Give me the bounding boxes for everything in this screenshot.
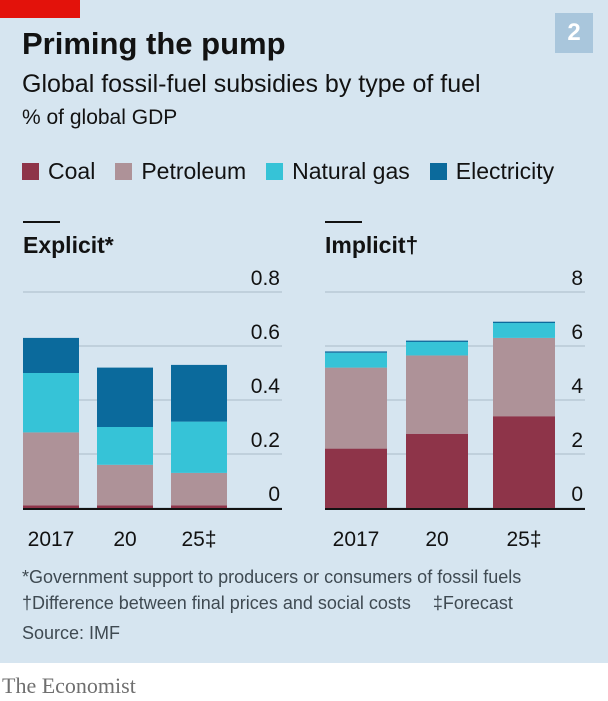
y-tick-label: 0 bbox=[268, 483, 280, 506]
bar-petroleum bbox=[493, 337, 555, 417]
bar-petroleum bbox=[23, 432, 79, 506]
panel-title-rule bbox=[325, 221, 362, 223]
y-tick-label: 0.8 bbox=[251, 267, 280, 290]
chart-title: Priming the pump bbox=[22, 26, 286, 61]
legend-label: Electricity bbox=[455, 158, 555, 184]
x-tick-label: 25‡ bbox=[181, 528, 216, 551]
legend-label: Coal bbox=[48, 158, 96, 184]
panel-title-rule bbox=[23, 221, 60, 223]
bar-petroleum bbox=[171, 472, 227, 506]
x-tick-label: 20 bbox=[113, 528, 136, 551]
x-tick-label: 25‡ bbox=[506, 528, 541, 551]
brand-red-tab bbox=[0, 0, 80, 18]
bar-natural-gas bbox=[406, 341, 468, 356]
y-tick-label: 4 bbox=[571, 375, 583, 398]
bar-electricity bbox=[493, 321, 555, 324]
bar-coal bbox=[406, 433, 468, 508]
bar-electricity bbox=[97, 367, 153, 427]
legend-swatch bbox=[266, 163, 284, 180]
y-tick-label: 0.2 bbox=[251, 429, 280, 452]
bar-coal bbox=[23, 505, 79, 508]
panel-title: Implicit† bbox=[325, 232, 418, 258]
legend-swatch bbox=[429, 163, 447, 180]
bar-coal bbox=[97, 505, 153, 508]
bar-electricity bbox=[325, 351, 387, 353]
legend-label: Natural gas bbox=[292, 158, 410, 184]
y-tick-label: 0 bbox=[571, 483, 583, 506]
x-tick-label: 20 bbox=[425, 528, 448, 551]
footnote-implicit: †Difference between final prices and soc… bbox=[22, 593, 411, 613]
bar-coal bbox=[325, 448, 387, 508]
legend-item-electricity: Electricity bbox=[429, 158, 555, 185]
legend: Coal Petroleum Natural gas Electricity bbox=[22, 158, 574, 185]
bar-natural-gas bbox=[171, 421, 227, 473]
source-note: Source: IMF bbox=[22, 623, 121, 643]
footnote-forecast: ‡Forecast bbox=[432, 593, 513, 613]
bar-petroleum bbox=[406, 355, 468, 434]
bar-coal bbox=[171, 505, 227, 508]
bar-natural-gas bbox=[325, 352, 387, 368]
y-tick-label: 0.6 bbox=[251, 321, 280, 344]
y-tick-label: 0.4 bbox=[251, 375, 281, 398]
y-tick-label: 6 bbox=[571, 321, 583, 344]
baseline bbox=[325, 508, 585, 510]
economist-logo: The Economist bbox=[2, 673, 136, 698]
x-tick-label: 2017 bbox=[333, 528, 380, 551]
footnote-implicit-forecast: †Difference between final prices and soc… bbox=[22, 593, 513, 614]
bar-natural-gas bbox=[97, 427, 153, 465]
x-tick-label: 2017 bbox=[28, 528, 75, 551]
legend-label: Petroleum bbox=[141, 158, 247, 184]
baseline bbox=[23, 508, 282, 510]
legend-swatch bbox=[22, 163, 39, 180]
y-tick-label: 2 bbox=[571, 429, 583, 452]
bar-electricity bbox=[23, 337, 79, 373]
bar-natural-gas bbox=[23, 373, 79, 433]
bar-electricity bbox=[171, 364, 227, 422]
y-tick-label: 8 bbox=[571, 267, 583, 290]
bar-coal bbox=[493, 416, 555, 508]
footnote-explicit: *Government support to producers or cons… bbox=[22, 567, 522, 587]
legend-item-natural-gas: Natural gas bbox=[266, 158, 410, 185]
legend-item-coal: Coal bbox=[22, 158, 95, 185]
chart-unit: % of global GDP bbox=[22, 106, 178, 129]
legend-swatch bbox=[115, 163, 133, 180]
panel-title: Explicit* bbox=[23, 232, 114, 258]
bar-electricity bbox=[406, 340, 468, 342]
chart-subtitle: Global fossil-fuel subsidies by type of … bbox=[22, 70, 481, 98]
bar-petroleum bbox=[97, 464, 153, 506]
bar-petroleum bbox=[325, 367, 387, 449]
chart-number-badge: 2 bbox=[555, 13, 593, 53]
bar-natural-gas bbox=[493, 323, 555, 338]
legend-item-petroleum: Petroleum bbox=[115, 158, 246, 185]
